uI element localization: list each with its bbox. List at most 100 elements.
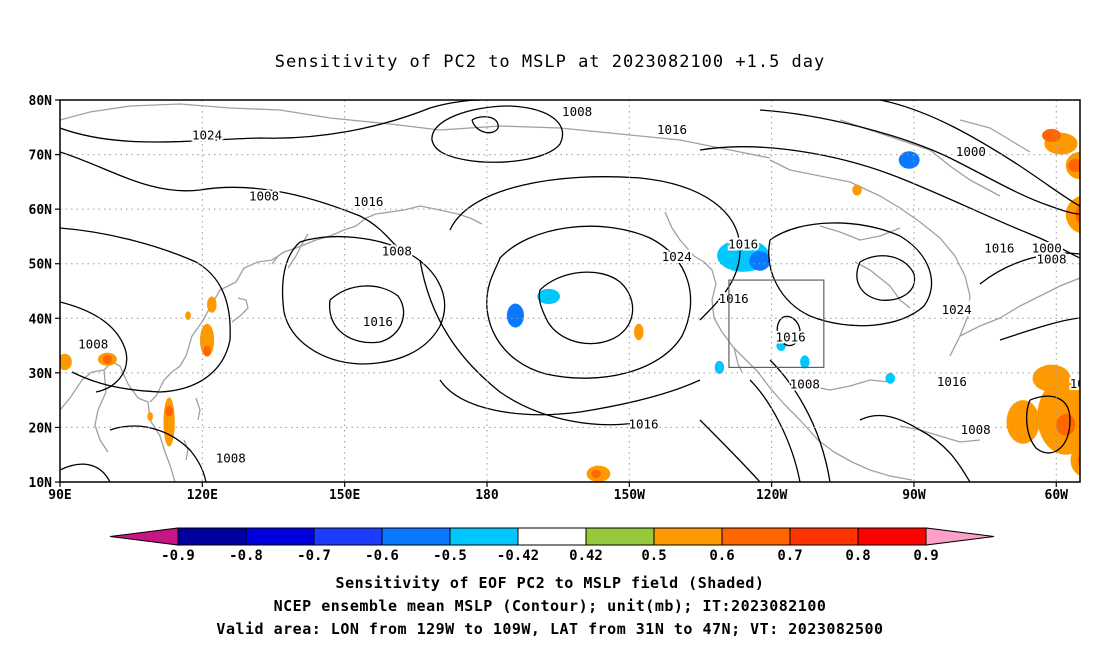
sensitivity-blob [506,303,524,328]
lon-tick-label: 150E [329,488,360,503]
coastline-segment [271,251,285,265]
contour-label: 1008 [249,189,279,204]
coastline-segment [959,277,1080,337]
caption-line-3: Valid area: LON from 129W to 109W, LAT f… [216,620,883,638]
sensitivity-blob [60,353,72,371]
mslp-contour-line [979,252,1080,285]
mslp-contour-line [999,317,1080,341]
sensitivity-blob [800,355,810,369]
sensitivity-blob [203,345,211,357]
lat-tick-label: 80N [29,94,53,109]
sensitivity-blob [885,372,895,384]
sensitivity-blob [1042,128,1062,143]
mslp-contour-line [856,255,916,301]
colorbar-segment [721,527,791,546]
coastlines [60,103,1080,482]
colorbar-segment [789,527,859,546]
contour-label: 1016 [728,237,758,252]
mslp-contours [60,100,1080,482]
contour-label: 1016 [628,417,658,432]
colorbar-segment [245,527,315,546]
colorbar-label: 0.7 [777,548,802,564]
contour-label: 1008 [790,376,820,391]
caption-line-2: NCEP ensemble mean MSLP (Contour); unit(… [274,597,827,615]
coastline-segment [854,261,911,309]
colorbar-segment [653,527,723,546]
sensitivity-blob [852,184,862,196]
mslp-contour-line [60,463,111,482]
mslp-contour-line [699,146,1080,259]
colorbar-label: -0.42 [497,548,539,564]
map-background [60,100,1080,482]
contour-label: 1008 [1036,251,1066,266]
mslp-contour-line [60,100,481,143]
lat-tick-label: 10N [29,476,53,491]
colorbar-segment [517,527,587,546]
sensitivity-blob [102,354,113,364]
lat-tick-label: 60N [29,203,53,218]
coastline-segment [195,397,201,421]
coastline-segment [664,211,913,481]
caption-line-1: Sensitivity of EOF PC2 to MSLP field (Sh… [336,574,765,592]
mslp-contour-line [768,222,933,327]
sensitivity-blob [163,397,175,447]
mslp-contour-line [749,379,801,482]
map-frame [59,99,1081,483]
sensitivity-blob [1065,196,1080,234]
mslp-contour-line [60,151,401,251]
sensitivity-blob [1097,215,1100,237]
lat-tick-label: 40N [29,312,53,327]
coastline-segment [789,379,891,391]
lon-tick-label: 90E [48,488,71,503]
mslp-contour-line [699,419,761,482]
contour-label: 1024 [192,127,222,142]
sensitivity-blob [1070,444,1080,476]
colorbar-high-arrow [925,527,995,546]
colorbar-segment [313,527,383,546]
coastline-segment [769,159,971,357]
mslp-contour-line [879,100,1080,207]
colorbar-label: 0.5 [641,548,666,564]
sensitivity-blob [199,323,215,357]
mslp-contour-line [538,271,634,345]
valid-area-box [728,279,825,369]
mslp-contour-line [859,414,971,482]
lat-tick-label: 70N [29,149,53,164]
coastline-segment [60,103,771,159]
coastline-segment [959,119,1031,153]
lon-tick-label: 180 [475,488,499,503]
colorbar-segment [585,527,655,546]
lon-tick-label: 120E [187,488,218,503]
contour-label: 1000 [1032,240,1062,255]
sensitivity-blob [165,405,173,417]
contour-label: 1008 [78,336,108,351]
coastline-segment [287,233,309,269]
colorbar-segment [177,527,247,546]
sensitivity-blob [147,412,153,421]
lat-tick-label: 30N [29,367,53,382]
contour-label: 1008 [562,104,592,119]
lon-tick-label: 90W [902,488,926,503]
coastline-segment [899,425,981,443]
colorbar-label: -0.5 [433,548,467,564]
mslp-contour-line [776,315,801,347]
colorbar-low-arrow [109,527,179,546]
contour-label: 1016 [1070,376,1100,391]
coastline-segment [733,347,743,373]
colorbar-label: 0.42 [569,548,603,564]
figure-title: Sensitivity of PC2 to MSLP at 2023082100… [275,52,826,72]
colorbar-segment [449,527,519,546]
contour-label: 1024 [942,302,972,317]
sensitivity-blob [1006,400,1040,444]
sensitivity-blob [1068,158,1080,173]
contour-label: 1016 [657,122,687,137]
mslp-contour-line [759,109,1080,215]
contour-label: 1016 [984,240,1014,255]
mslp-contour-line [60,227,231,393]
contour-label: 1016 [719,291,749,306]
mslp-contour-line [431,105,564,163]
mslp-contour-line [471,116,499,134]
contour-label: 1016 [353,194,383,209]
